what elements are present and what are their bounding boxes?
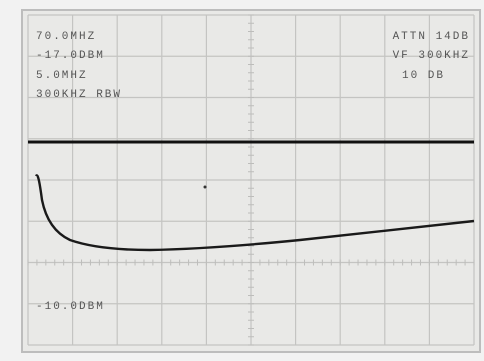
scale: 10 DB xyxy=(402,70,445,82)
reference-level: -17.0DBM xyxy=(36,50,105,62)
analyzer-screen: 70.0MHZ -17.0DBM 5.0MHZ 300KHZ RBW ATTN … xyxy=(0,0,484,361)
center-frequency: 70.0MHZ xyxy=(36,31,96,43)
marker-level: -10.0DBM xyxy=(36,301,105,313)
page: 70.0MHZ -17.0DBM 5.0MHZ 300KHZ RBW ATTN … xyxy=(0,0,484,361)
span: 5.0MHZ xyxy=(36,70,88,82)
resolution-bandwidth: 300KHZ RBW xyxy=(36,89,122,101)
marker-dot xyxy=(204,186,207,189)
attenuation: ATTN 14DB xyxy=(393,31,470,43)
video-filter: VF 300KHZ xyxy=(393,50,470,62)
